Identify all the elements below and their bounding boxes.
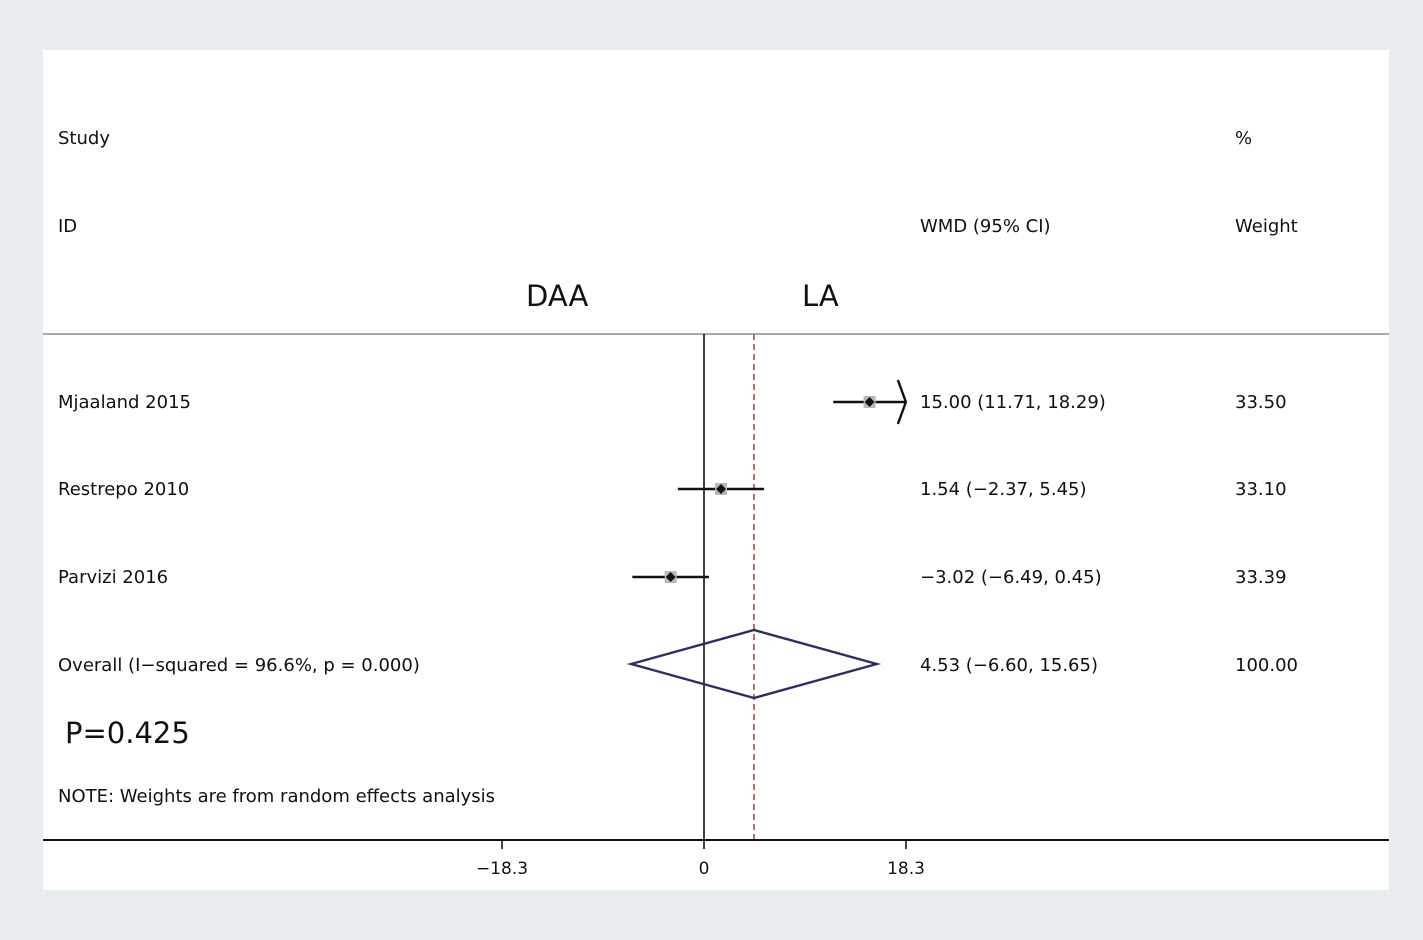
study-id-2: Restrepo 2010 [58, 479, 190, 500]
weights-note: NOTE: Weights are from random effects an… [58, 786, 496, 807]
study-weight-3: 33.39 [1235, 567, 1287, 588]
point-estimate [715, 484, 726, 494]
weight-header: Weight [1235, 216, 1298, 237]
effect-header: WMD (95% CI) [920, 216, 1051, 237]
study-id-3: Parvizi 2016 [58, 567, 169, 588]
study-weight-2: 33.10 [1235, 479, 1287, 500]
x-tick-label: 18.3 [887, 859, 925, 879]
study-weight-1: 33.50 [1235, 392, 1287, 413]
point-estimate [864, 397, 875, 407]
point-estimate [665, 572, 676, 582]
study-header: Study [58, 128, 110, 149]
overall-ci: 4.53 (−6.60, 15.65) [920, 655, 1098, 676]
overall-diamond [626, 628, 882, 700]
study-ci-1: 15.00 (11.71, 18.29) [920, 392, 1106, 413]
study-id-1: Mjaaland 2015 [58, 392, 191, 413]
id-header: ID [58, 216, 78, 237]
x-tick-label: 0 [699, 859, 710, 879]
ci-arrow [896, 379, 908, 425]
p-value-label: P=0.425 [65, 716, 190, 750]
percent-header: % [1235, 128, 1253, 149]
study-ci-3: −3.02 (−6.49, 0.45) [920, 567, 1102, 588]
plot-panel [43, 50, 1389, 890]
study-ci-2: 1.54 (−2.37, 5.45) [920, 479, 1087, 500]
favours-left-label: DAA [526, 279, 589, 313]
favours-right-label: LA [802, 279, 839, 313]
overall-label: Overall (I−squared = 96.6%, p = 0.000) [58, 655, 420, 676]
x-tick-label: −18.3 [476, 859, 528, 879]
overall-weight: 100.00 [1235, 655, 1298, 676]
